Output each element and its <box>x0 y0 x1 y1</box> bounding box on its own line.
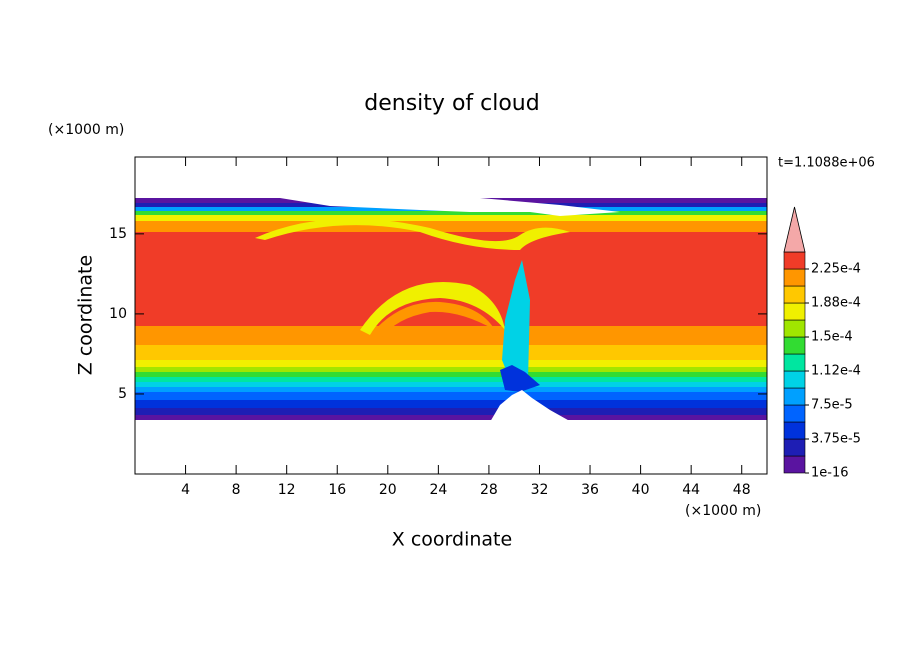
y-axis-label: Z coordinate <box>75 255 97 375</box>
colorbar-box <box>783 438 806 457</box>
x-tick-label: 24 <box>429 482 447 498</box>
field-band <box>135 408 767 415</box>
field-feature <box>280 198 620 216</box>
field-band <box>135 211 767 215</box>
x-tick-label: 44 <box>682 482 700 498</box>
colorbar-box <box>783 319 806 338</box>
x-tick-label: 12 <box>278 482 296 498</box>
colorbar-box <box>783 302 806 321</box>
y-tick-label: 10 <box>109 306 127 322</box>
field-band <box>135 392 767 400</box>
colorbar-label: 1e-16 <box>811 466 849 481</box>
field-band <box>135 360 767 367</box>
colorbar-box <box>783 268 806 287</box>
x-tick-label: 32 <box>531 482 549 498</box>
field <box>135 157 767 474</box>
x-tick-label: 36 <box>581 482 599 498</box>
field-band <box>135 387 767 392</box>
field-band <box>135 400 767 408</box>
x-unit: (×1000 m) <box>685 503 761 519</box>
x-tick-label: 40 <box>632 482 650 498</box>
x-tick-label: 20 <box>379 482 397 498</box>
field-blank <box>135 420 767 474</box>
colorbar-label: 1.88e-4 <box>811 296 861 311</box>
field-band <box>135 367 767 372</box>
time-annotation: t=1.1088e+06 <box>778 156 875 171</box>
colorbar-box <box>783 285 806 304</box>
colorbar-box <box>783 421 806 440</box>
x-tick-label: 4 <box>181 482 190 498</box>
colorbar-box <box>783 404 806 423</box>
field-band <box>135 221 767 232</box>
field-band <box>135 415 767 420</box>
colorbar-label: 7.5e-5 <box>811 398 853 413</box>
field-blank <box>135 157 767 198</box>
x-tick-label: 48 <box>733 482 751 498</box>
x-tick-label: 28 <box>480 482 498 498</box>
colorbar-box <box>783 353 806 372</box>
y-tick-label: 15 <box>109 226 127 242</box>
colorbar-extend <box>783 206 806 253</box>
x-tick-label: 16 <box>328 482 346 498</box>
colorbar-box <box>783 336 806 355</box>
field-feature <box>500 365 540 392</box>
field-feature <box>255 218 570 250</box>
colorbar-box <box>783 251 806 270</box>
colorbar-label: 1.5e-4 <box>811 330 853 345</box>
field-band <box>135 382 767 387</box>
colorbar-label: 2.25e-4 <box>811 262 861 277</box>
y-unit: (×1000 m) <box>48 122 124 138</box>
colorbar-box <box>783 370 806 389</box>
colorbar-label: 1.12e-4 <box>811 364 861 379</box>
field-band <box>135 326 767 345</box>
plot-frame <box>134 156 768 475</box>
field-feature <box>370 301 495 340</box>
x-axis-label: X coordinate <box>392 529 512 551</box>
field-feature <box>360 282 505 335</box>
field-band <box>135 215 767 221</box>
field-band <box>135 345 767 360</box>
field-feature <box>502 260 530 385</box>
x-tick-label: 8 <box>232 482 241 498</box>
y-tick-label: 5 <box>118 386 127 402</box>
colorbar-label: 3.75e-5 <box>811 432 861 447</box>
field-band <box>135 377 767 382</box>
chart-title: density of cloud <box>364 91 539 116</box>
colorbar-box <box>783 387 806 406</box>
colorbar-box <box>783 455 806 474</box>
field-band <box>135 372 767 377</box>
